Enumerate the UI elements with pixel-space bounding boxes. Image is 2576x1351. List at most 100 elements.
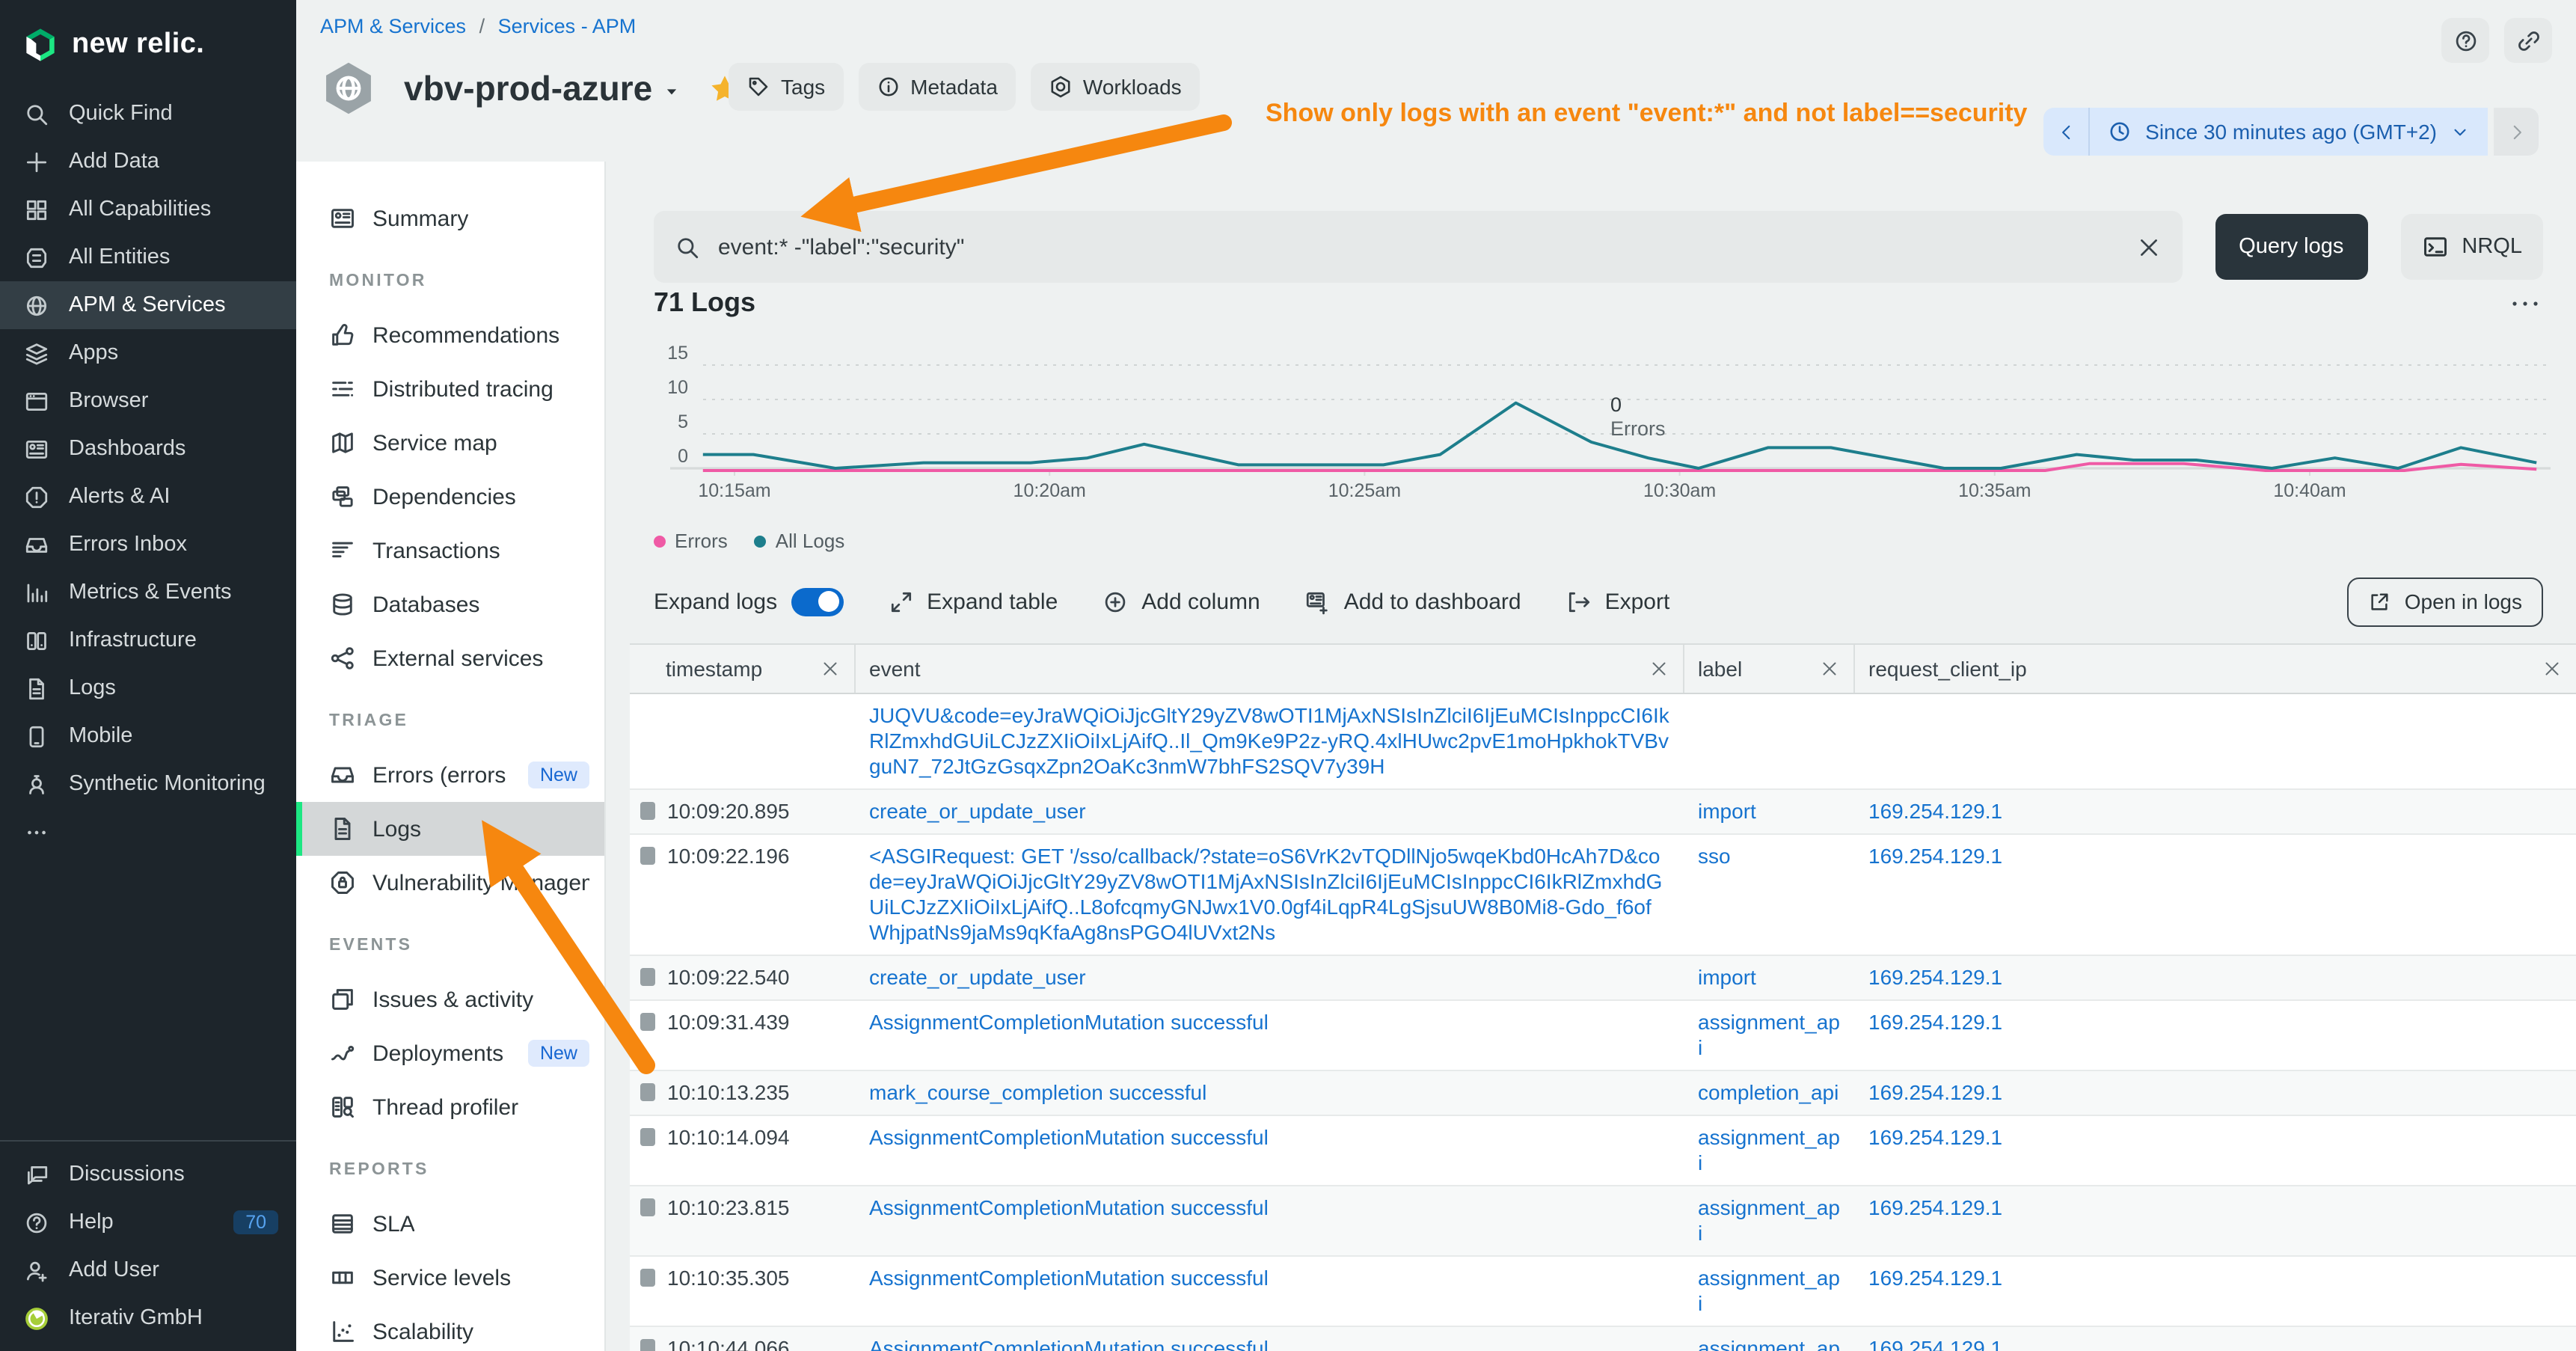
sidebar-item-apps[interactable]: Apps [0,329,296,377]
remove-column-icon[interactable] [1821,660,1839,678]
label-link[interactable]: import [1698,799,1756,823]
table-row[interactable]: 10:09:20.895 create_or_update_user import 1… [630,790,2576,835]
title-chevron-down-icon[interactable] [661,81,682,102]
sidebar-item-discussions[interactable]: Discussions [0,1151,296,1198]
ip-link[interactable]: 169.254.129.1 [1868,965,2003,989]
table-row[interactable]: 10:09:31.439 AssignmentCompletionMutation… [630,1001,2576,1071]
label-link[interactable]: assignment_api [1698,1336,1840,1351]
sidebar-item-all-entities[interactable]: All Entities [0,233,296,281]
nrql-button[interactable]: NRQL [2400,214,2543,280]
time-range-button[interactable]: Since 30 minutes ago (GMT+2) [2090,108,2488,156]
add-column-button[interactable]: Add column [1103,589,1260,614]
sidebar-item-logs[interactable]: Logs [0,664,296,712]
table-row[interactable]: 10:09:22.196 <ASGIRequest: GET '/sso/call… [630,835,2576,956]
sidebar-item-add-user[interactable]: Add User [0,1246,296,1294]
subnav-item-databases[interactable]: Databases [296,578,604,631]
sidebar-item-infrastructure[interactable]: Infrastructure [0,616,296,664]
query-logs-button[interactable]: Query logs [2215,214,2368,280]
remove-column-icon[interactable] [821,660,839,678]
sidebar-item-browser[interactable]: Browser [0,377,296,425]
subnav-item-external-services[interactable]: External services [296,631,604,685]
label-link[interactable]: import [1698,965,1756,989]
table-row[interactable]: JUQVU&code=eyJraWQiOiJjcGltY29yZV8wOTI1M… [630,694,2576,790]
log-query-input[interactable]: event:* -"label":"security" [654,211,2183,283]
expand-logs-toggle[interactable]: Expand logs [654,587,844,616]
sidebar-item-synthetic-monitoring[interactable]: Synthetic Monitoring [0,760,296,808]
event-link[interactable]: JUQVU&code=eyJraWQiOiJjcGltY29yZV8wOTI1M… [869,703,1669,778]
clear-query-icon[interactable] [2135,234,2161,260]
time-back-button[interactable] [2043,108,2091,156]
subnav-item-issues-activity[interactable]: Issues & activity [296,972,604,1026]
ip-link[interactable]: 169.254.129.1 [1868,844,2003,868]
subnav-item-sla[interactable]: SLA [296,1197,604,1251]
subnav-item-logs[interactable]: Logs [296,802,604,856]
ip-link[interactable]: 169.254.129.1 [1868,1195,2003,1219]
sidebar-item-more[interactable] [0,808,296,856]
label-link[interactable]: assignment_api [1698,1195,1840,1245]
label-link[interactable]: completion_api [1698,1080,1839,1104]
sidebar-item-mobile[interactable]: Mobile [0,712,296,760]
event-link[interactable]: mark_course_completion successful [869,1080,1207,1104]
logs-timeseries-chart[interactable]: 0 5 10 15 10:15am 10:20am 10:25am 10:30am 10:35a… [628,337,2558,524]
label-link[interactable]: assignment_api [1698,1266,1840,1315]
table-row[interactable]: 10:10:44.066 AssignmentCompletionMutation… [630,1327,2576,1351]
table-row[interactable]: 10:10:14.094 AssignmentCompletionMutation… [630,1116,2576,1186]
breadcrumb-services-apm[interactable]: Services - APM [497,15,637,37]
event-link[interactable]: AssignmentCompletionMutation successful [869,1010,1269,1034]
remove-column-icon[interactable] [2543,660,2561,678]
permalink-button[interactable] [2504,18,2552,63]
legend-errors[interactable]: Errors [654,530,728,552]
subnav-item-thread-profiler[interactable]: Thread profiler [296,1080,604,1134]
ip-link[interactable]: 169.254.129.1 [1868,1266,2003,1290]
metadata-button[interactable]: Metadata [858,63,1016,111]
breadcrumb-apm-services[interactable]: APM & Services [320,15,467,37]
toggle-on-icon[interactable] [791,587,844,616]
ip-link[interactable]: 169.254.129.1 [1868,1336,2003,1351]
subnav-item-service-levels[interactable]: Service levels [296,1251,604,1305]
subnav-item-service-map[interactable]: Service map [296,416,604,470]
subnav-item-summary[interactable]: Summary [296,192,604,245]
sidebar-item-quick-find[interactable]: Quick Find [0,90,296,138]
label-link[interactable]: assignment_api [1698,1125,1840,1174]
sidebar-item-errors-inbox[interactable]: Errors Inbox [0,521,296,569]
remove-column-icon[interactable] [1650,660,1668,678]
subnav-item-recommendations[interactable]: Recommendations [296,308,604,362]
label-link[interactable]: assignment_api [1698,1010,1840,1059]
sidebar-item-all-capabilities[interactable]: All Capabilities [0,186,296,233]
sidebar-item-add-data[interactable]: Add Data [0,138,296,186]
subnav-item-distributed-tracing[interactable]: Distributed tracing [296,362,604,416]
label-link[interactable]: sso [1698,844,1731,868]
event-link[interactable]: create_or_update_user [869,965,1086,989]
expand-table-button[interactable]: Expand table [888,589,1058,614]
event-link[interactable]: AssignmentCompletionMutation successful [869,1266,1269,1290]
sidebar-item-iterativ-gmbh[interactable]: Iterativ GmbH [0,1294,296,1342]
table-row[interactable]: 10:10:23.815 AssignmentCompletionMutation… [630,1186,2576,1257]
subnav-item-dependencies[interactable]: Dependencies [296,470,604,524]
help-button[interactable] [2441,18,2489,63]
subnav-item-errors-errors-inb[interactable]: Errors (errors inb... New [296,748,604,802]
ip-link[interactable]: 169.254.129.1 [1868,1125,2003,1149]
event-link[interactable]: <ASGIRequest: GET '/sso/callback/?state=… [869,844,1663,944]
open-in-logs-button[interactable]: Open in logs [2347,577,2543,626]
table-row[interactable]: 10:10:35.305 AssignmentCompletionMutation… [630,1257,2576,1327]
sidebar-item-alerts-ai[interactable]: Alerts & AI [0,473,296,521]
subnav-item-scalability[interactable]: Scalability [296,1305,604,1351]
event-link[interactable]: AssignmentCompletionMutation successful [869,1195,1269,1219]
tags-button[interactable]: Tags [729,63,844,111]
legend-all-logs[interactable]: All Logs [754,530,844,552]
subnav-item-transactions[interactable]: Transactions [296,524,604,578]
ip-link[interactable]: 169.254.129.1 [1868,1080,2003,1104]
table-row[interactable]: 10:10:13.235 mark_course_completion succe… [630,1071,2576,1116]
event-link[interactable]: create_or_update_user [869,799,1086,823]
event-link[interactable]: AssignmentCompletionMutation successful [869,1125,1269,1149]
logo[interactable]: new relic. [0,0,296,72]
subnav-item-deployments[interactable]: Deployments New [296,1026,604,1080]
export-button[interactable]: Export [1566,589,1669,614]
sidebar-item-dashboards[interactable]: Dashboards [0,425,296,473]
event-link[interactable]: AssignmentCompletionMutation successful [869,1336,1269,1351]
time-forward-button[interactable] [2494,108,2539,156]
sidebar-item-apm-services[interactable]: APM & Services [0,281,296,329]
workloads-button[interactable]: Workloads [1030,63,1200,111]
sidebar-item-help[interactable]: Help 70 [0,1198,296,1246]
sidebar-item-metrics-events[interactable]: Metrics & Events [0,569,296,616]
